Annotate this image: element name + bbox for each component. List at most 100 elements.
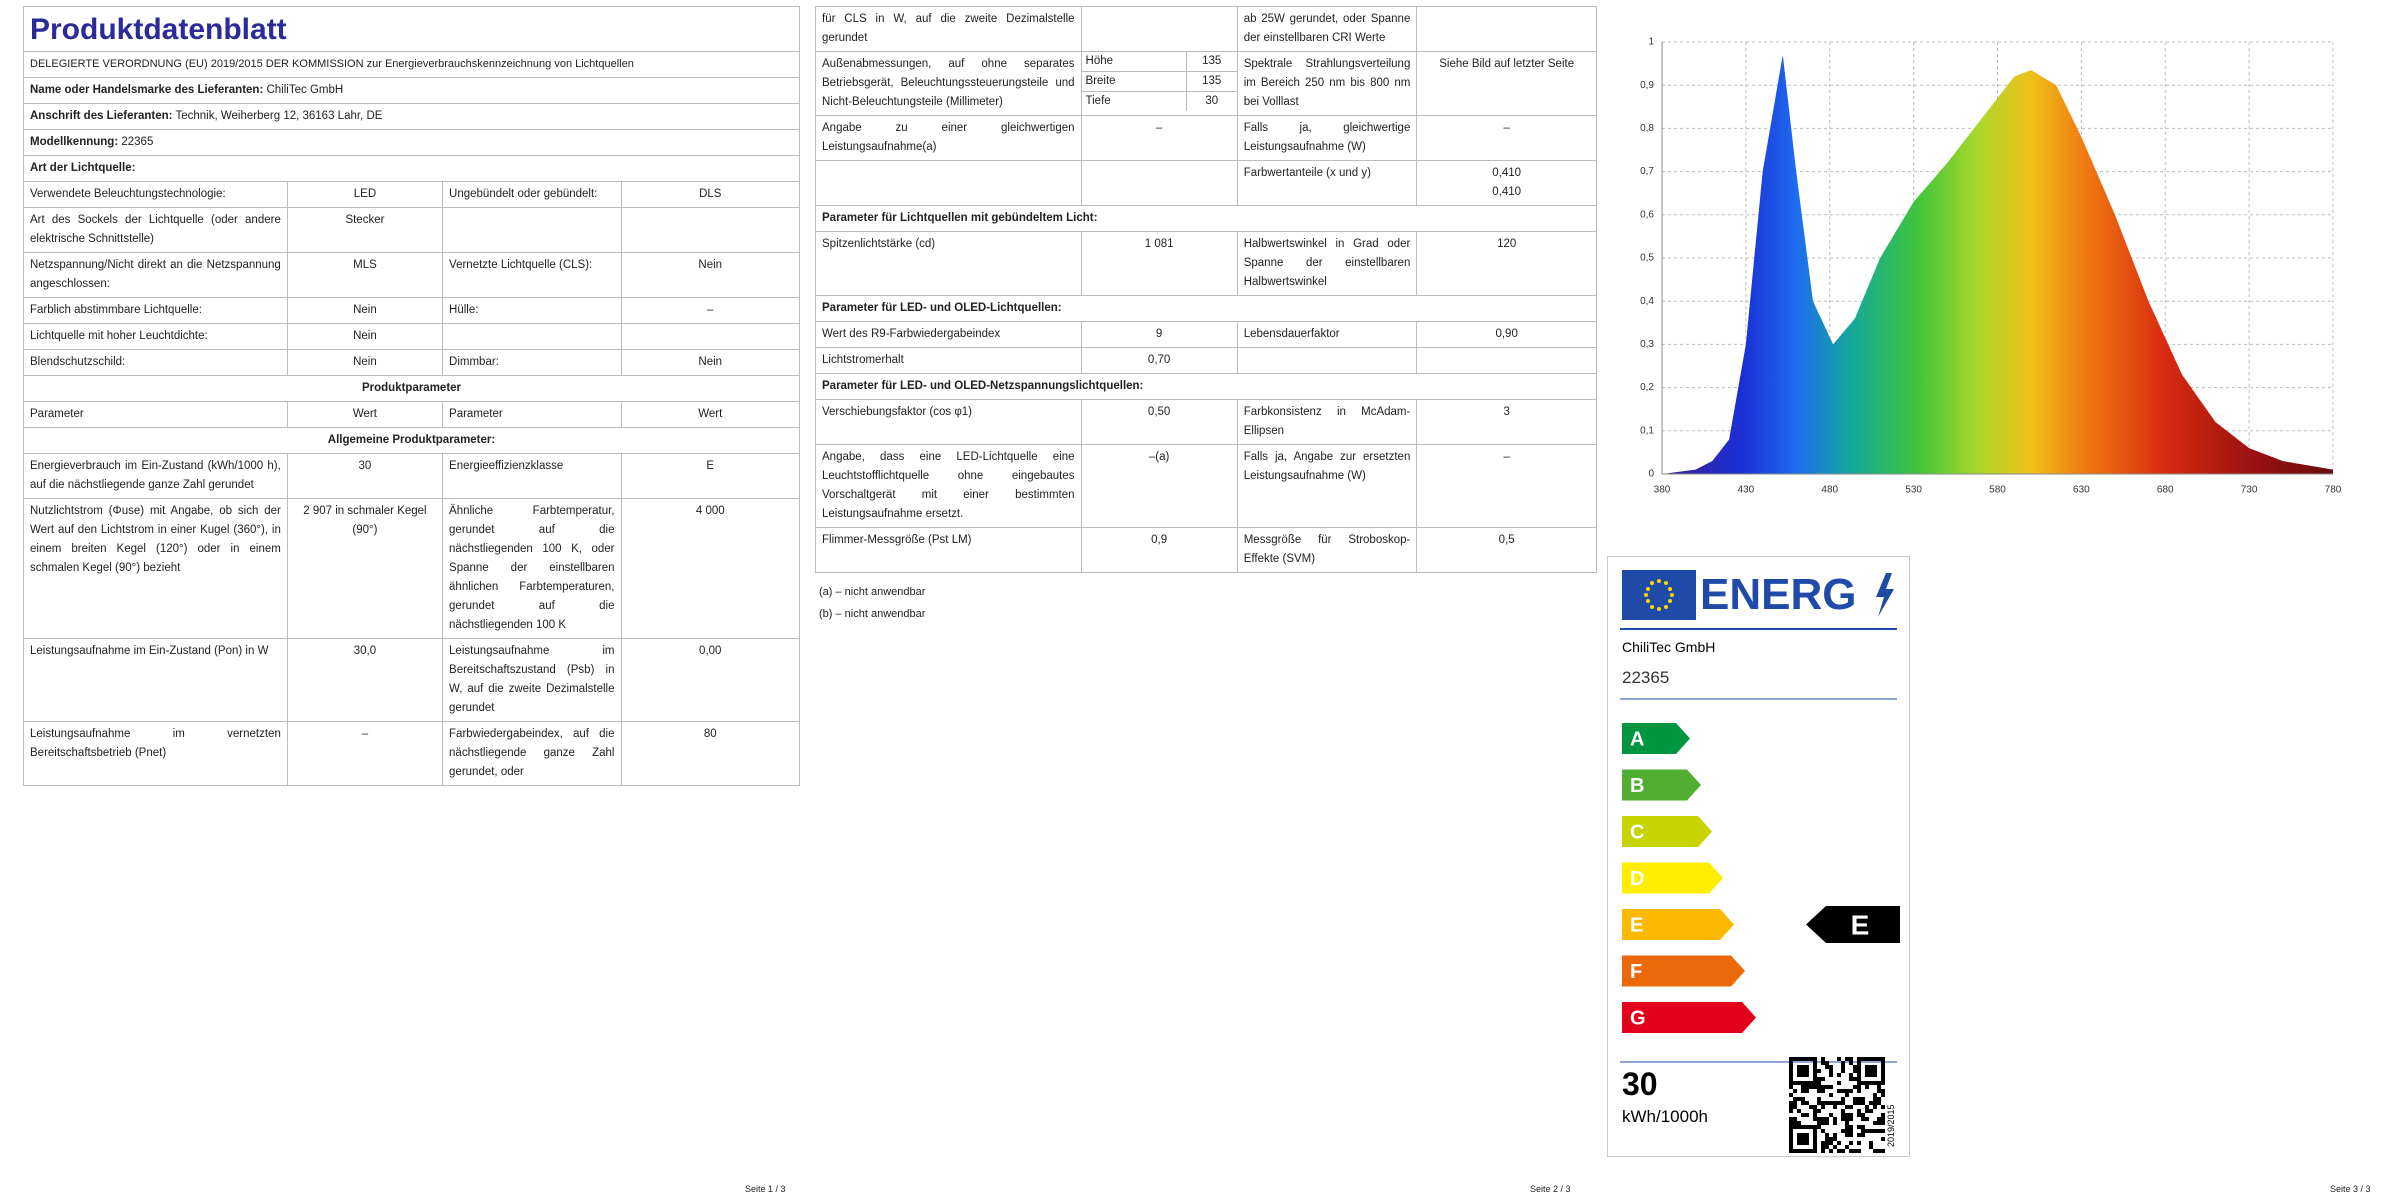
qr-module bbox=[1841, 1113, 1845, 1117]
heading-text: Art der Lichtquelle: bbox=[30, 162, 136, 174]
qr-module bbox=[1805, 1101, 1809, 1105]
value-cell: 0,00 bbox=[620, 638, 800, 722]
qr-module bbox=[1869, 1129, 1873, 1133]
value-cell: 120 bbox=[1416, 231, 1597, 296]
qr-module bbox=[1869, 1141, 1873, 1145]
qr-module bbox=[1825, 1065, 1829, 1069]
qr-code bbox=[1789, 1057, 1885, 1153]
qr-module bbox=[1873, 1149, 1877, 1153]
value-cell: Wert bbox=[286, 401, 444, 428]
qr-module bbox=[1873, 1073, 1877, 1077]
qr-module bbox=[1825, 1085, 1829, 1089]
qr-module bbox=[1809, 1081, 1813, 1085]
cell-text: Stecker bbox=[345, 214, 385, 226]
value-cell: – bbox=[620, 297, 800, 324]
qr-module bbox=[1805, 1081, 1809, 1085]
qr-module bbox=[1857, 1077, 1861, 1081]
qr-module bbox=[1813, 1061, 1817, 1065]
table-row: Art des Sockels der Lichtquelle (oder an… bbox=[23, 207, 800, 253]
qr-module bbox=[1797, 1149, 1801, 1153]
heading-text: Parameter für LED- und OLED-Lichtquellen… bbox=[822, 302, 1062, 314]
x-tick-label: 430 bbox=[1738, 485, 1755, 496]
cell-text: Nein bbox=[698, 259, 723, 271]
qr-module bbox=[1817, 1109, 1821, 1113]
heading-text: Parameter für LED- und OLED-Netzspannung… bbox=[822, 380, 1144, 392]
qr-module bbox=[1865, 1073, 1869, 1077]
qr-module bbox=[1825, 1061, 1829, 1065]
cell-text: 120 bbox=[1497, 238, 1517, 250]
parameter-cell: Ungebündelt oder gebündelt: bbox=[442, 181, 622, 208]
parameter-cell: Farbwertanteile (x und y) bbox=[1236, 160, 1418, 206]
qr-module bbox=[1829, 1065, 1833, 1069]
qr-module bbox=[1793, 1097, 1797, 1101]
parameter-cell: ab 25W gerundet, oder Spanne der einstel… bbox=[1236, 6, 1418, 52]
qr-module bbox=[1857, 1133, 1861, 1137]
parameter-cell: Leistungsaufnahme im Bereitschaftszustan… bbox=[442, 638, 622, 722]
qr-module bbox=[1797, 1097, 1801, 1101]
qr-module bbox=[1857, 1113, 1861, 1117]
qr-module bbox=[1845, 1105, 1849, 1109]
value-cell: Nein bbox=[286, 349, 444, 376]
qr-module bbox=[1809, 1057, 1813, 1061]
qr-module bbox=[1801, 1073, 1805, 1077]
x-tick-label: 730 bbox=[2241, 485, 2258, 496]
parameter-cell: für CLS in W, auf die zweite Dezimalstel… bbox=[815, 6, 1082, 52]
cell-text: Falls ja, gleichwertige Leistungsaufnahm… bbox=[1243, 122, 1411, 153]
qr-module bbox=[1817, 1101, 1821, 1105]
qr-module bbox=[1869, 1081, 1873, 1085]
qr-module bbox=[1837, 1089, 1841, 1093]
qr-module bbox=[1789, 1109, 1793, 1113]
qr-module bbox=[1797, 1065, 1801, 1069]
table-row: Modellkennung: 22365 bbox=[23, 129, 800, 156]
data-table: für CLS in W, auf die zweite Dezimalstel… bbox=[815, 6, 1597, 573]
qr-module bbox=[1825, 1145, 1829, 1149]
table-row: Angabe zu einer gleichwertigen Leistungs… bbox=[815, 115, 1597, 161]
qr-module bbox=[1877, 1121, 1881, 1125]
qr-module bbox=[1873, 1097, 1877, 1101]
cell-text: Nein bbox=[353, 356, 377, 368]
qr-module bbox=[1821, 1089, 1825, 1093]
cell-text: Wert des R9-Farbwiedergabeindex bbox=[822, 328, 1001, 340]
value-cell: – bbox=[1416, 115, 1597, 161]
parameter-cell bbox=[815, 160, 1082, 206]
dimension: Breite 135 bbox=[1081, 72, 1237, 92]
heading-text: Parameter für Lichtquellen mit gebündelt… bbox=[822, 212, 1098, 224]
y-tick-label: 0,5 bbox=[1640, 253, 1654, 264]
qr-module bbox=[1873, 1069, 1877, 1073]
value-cell: 2 907 in schmaler Kegel (90°) bbox=[286, 498, 444, 639]
qr-module bbox=[1849, 1105, 1853, 1109]
qr-module bbox=[1821, 1117, 1825, 1121]
qr-module bbox=[1805, 1069, 1809, 1073]
qr-module bbox=[1857, 1065, 1861, 1069]
value-cell: Nein bbox=[286, 297, 444, 324]
qr-module bbox=[1793, 1125, 1797, 1129]
qr-module bbox=[1881, 1057, 1885, 1061]
qr-module bbox=[1797, 1125, 1801, 1129]
qr-module bbox=[1805, 1057, 1809, 1061]
parameter-cell: Flimmer-Messgröße (Pst LM) bbox=[815, 527, 1082, 573]
qr-module bbox=[1829, 1101, 1833, 1105]
qr-module bbox=[1817, 1077, 1821, 1081]
qr-module bbox=[1821, 1121, 1825, 1125]
qr-module bbox=[1797, 1069, 1801, 1073]
qr-module bbox=[1849, 1125, 1853, 1129]
qr-module bbox=[1845, 1121, 1849, 1125]
value-cell: Höhe 135 Breite 135 Tiefe 30 bbox=[1080, 51, 1238, 116]
qr-module bbox=[1853, 1065, 1857, 1069]
qr-module bbox=[1849, 1061, 1853, 1065]
value-cell: Stecker bbox=[286, 207, 444, 253]
qr-module bbox=[1861, 1081, 1865, 1085]
qr-module bbox=[1845, 1117, 1849, 1121]
parameter-cell bbox=[1236, 347, 1418, 374]
value-cell: Nein bbox=[620, 252, 800, 298]
qr-module bbox=[1845, 1089, 1849, 1093]
table-body: für CLS in W, auf die zweite Dezimalstel… bbox=[815, 6, 1597, 573]
dimension-value: 30 bbox=[1185, 92, 1237, 111]
class-bar bbox=[1622, 816, 1712, 847]
parameter-cell: Falls ja, Angabe zur ersetzten Leistungs… bbox=[1236, 444, 1418, 528]
qr-module bbox=[1789, 1069, 1793, 1073]
class-letter: E bbox=[1630, 915, 1643, 937]
value-cell: – bbox=[1080, 115, 1238, 161]
qr-module bbox=[1873, 1081, 1877, 1085]
